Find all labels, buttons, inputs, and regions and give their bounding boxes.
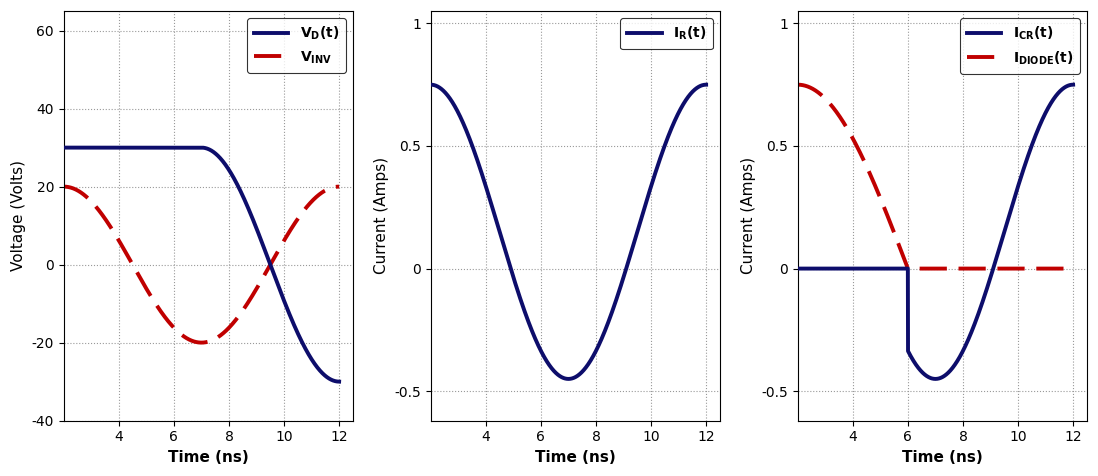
Y-axis label: Current (Amps): Current (Amps)	[741, 157, 755, 275]
Y-axis label: Voltage (Volts): Voltage (Volts)	[11, 160, 26, 271]
Legend: $\mathbf{I_R(t)}$: $\mathbf{I_R(t)}$	[620, 18, 713, 50]
Legend: $\mathbf{V_D(t)}$, $\mathbf{V_{INV}}$: $\mathbf{V_D(t)}$, $\mathbf{V_{INV}}$	[247, 18, 346, 73]
Y-axis label: Current (Amps): Current (Amps)	[373, 157, 389, 275]
Legend: $\mathbf{I_{CR}(t)}$, $\mathbf{I_{DIODE}(t)}$: $\mathbf{I_{CR}(t)}$, $\mathbf{I_{DIODE}…	[960, 18, 1080, 74]
X-axis label: Time (ns): Time (ns)	[535, 450, 616, 465]
X-axis label: Time (ns): Time (ns)	[901, 450, 983, 465]
X-axis label: Time (ns): Time (ns)	[168, 450, 249, 465]
